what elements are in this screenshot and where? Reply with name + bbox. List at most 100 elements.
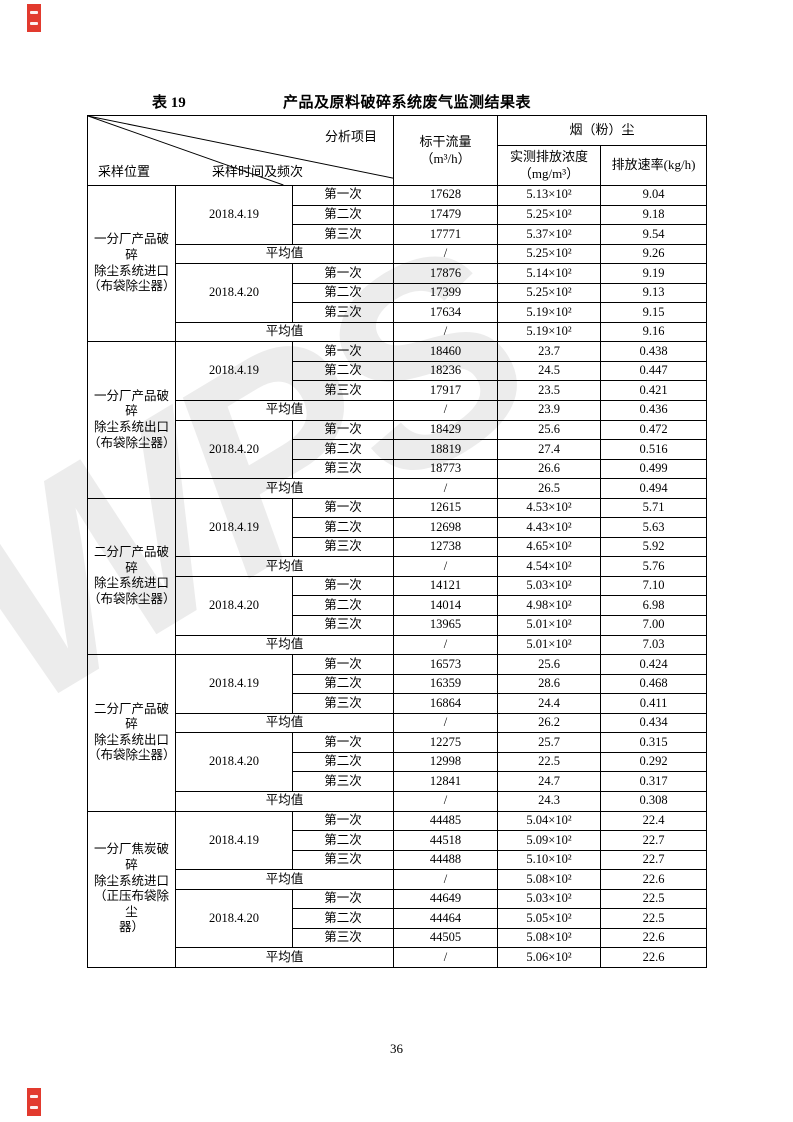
flow-value-cell: 17771	[393, 224, 499, 245]
average-row: 平均值/5.19×10² 9.16	[88, 321, 708, 343]
table-row: 第二次 17479 5.25×10² 9.18	[88, 204, 708, 226]
flow-value-cell: /	[393, 243, 499, 265]
concentration-value-cell: 5.10×10²	[497, 849, 602, 871]
flow-value-cell: 17876	[393, 263, 499, 284]
average-row: 平均值/5.25×10² 9.26	[88, 243, 708, 265]
date-cell: 2018.4.20	[175, 419, 293, 480]
average-label-cell: 平均值	[174, 790, 395, 812]
average-row: 平均值/26.2 0.434	[88, 712, 708, 734]
concentration-value-cell: 5.25×10²	[497, 204, 602, 226]
date-cell: 2018.4.20	[175, 732, 293, 792]
location-cell: 一分厂产品破碎 除尘系统出口 （布袋除尘器）	[87, 341, 176, 499]
flow-value-cell: /	[393, 790, 499, 812]
concentration-value-cell: 5.25×10²	[497, 243, 602, 265]
concentration-value-cell: 24.7	[497, 771, 602, 792]
date-cell: 2018.4.20	[175, 888, 293, 949]
rate-value-cell: 0.421	[600, 380, 708, 402]
measurement-label-cell: 第二次	[291, 751, 395, 773]
average-label-cell: 平均值	[174, 869, 395, 890]
concentration-value-cell: 5.01×10²	[497, 615, 602, 636]
table-row: 第二次 18236 24.5 0.447	[88, 360, 708, 382]
rate-value-cell: 22.4	[600, 810, 708, 832]
rate-column-header: 排放速率(kg/h)	[600, 145, 708, 186]
measurement-label-cell: 第一次	[291, 888, 395, 910]
table-title: 产品及原料破碎系统废气监测结果表	[282, 95, 532, 111]
average-label-cell: 平均值	[174, 712, 395, 734]
flow-value-cell: 44518	[393, 830, 499, 851]
flow-value-cell: /	[393, 556, 499, 577]
rate-value-cell: 9.04	[600, 185, 708, 206]
measurement-label-cell: 第三次	[291, 693, 395, 714]
measurement-label-cell: 第三次	[291, 458, 395, 480]
rate-value-cell: 0.411	[600, 693, 708, 714]
page-number: 36	[390, 1041, 403, 1056]
average-label-cell: 平均值	[174, 634, 395, 656]
rate-value-cell: 0.308	[600, 790, 708, 812]
flow-value-cell: 12615	[393, 497, 499, 519]
table-caption-row: 表 19 产品及原料破碎系统废气监测结果表	[0, 91, 793, 111]
measurement-label-cell: 第三次	[291, 927, 395, 949]
flow-value-cell: 17479	[393, 204, 499, 226]
average-row: 平均值/5.08×10² 22.6	[88, 869, 708, 890]
rate-value-cell: 0.434	[600, 712, 708, 734]
flow-value-cell: 18773	[393, 458, 499, 480]
flow-value-cell: 17628	[393, 185, 499, 206]
average-label-cell: 平均值	[174, 478, 395, 499]
location-cell: 一分厂焦炭破碎 除尘系统进口 （正压布袋除尘 器）	[87, 810, 176, 968]
rate-value-cell: 0.438	[600, 341, 708, 362]
concentration-value-cell: 5.19×10²	[497, 321, 602, 343]
rate-value-cell: 22.6	[600, 947, 708, 968]
rate-value-cell: 0.494	[600, 478, 708, 499]
diagonal-corner-cell: 分析项目 采样时间及频次 采样位置	[86, 115, 395, 186]
concentration-value-cell: 5.08×10²	[497, 927, 602, 949]
average-label-cell: 平均值	[174, 556, 395, 577]
measurement-label-cell: 第一次	[291, 497, 395, 519]
table-row: 一分厂产品破碎 除尘系统出口 （布袋除尘器） 2018.4.19 第一次 18460 2…	[87, 341, 708, 499]
measurement-label-cell: 第三次	[291, 380, 395, 402]
rate-value-cell: 7.10	[600, 575, 708, 597]
measurement-label-cell: 第二次	[291, 517, 395, 538]
concentration-value-cell: 4.98×10²	[497, 595, 602, 617]
rate-value-cell: 9.16	[600, 321, 708, 343]
rate-value-cell: 9.19	[600, 263, 708, 284]
average-label-cell: 平均值	[174, 243, 395, 265]
concentration-value-cell: 26.5	[497, 478, 602, 499]
flow-value-cell: /	[393, 321, 499, 343]
concentration-value-cell: 22.5	[497, 751, 602, 773]
measurement-label-cell: 第二次	[291, 830, 395, 851]
flow-value-cell: 17634	[393, 302, 499, 323]
location-cell: 一分厂产品破碎 除尘系统进口 （布袋除尘器）	[87, 184, 176, 343]
rate-value-cell: 0.436	[600, 400, 708, 421]
measurement-label-cell: 第三次	[291, 536, 395, 558]
concentration-value-cell: 5.19×10²	[497, 302, 602, 323]
rate-value-cell: 22.7	[600, 830, 708, 851]
rate-value-cell: 22.5	[600, 888, 708, 910]
rate-value-cell: 0.516	[600, 439, 708, 460]
rate-value-cell: 9.18	[600, 204, 708, 226]
flow-value-cell: /	[393, 634, 499, 656]
measurement-label-cell: 第三次	[291, 615, 395, 636]
table-header: 分析项目 采样时间及频次 采样位置 标干流量 （m³/h） 烟（粉）尘 实测排放…	[86, 115, 708, 186]
rate-value-cell: 0.315	[600, 732, 708, 753]
measurement-label-cell: 第一次	[291, 575, 395, 597]
concentration-value-cell: 5.25×10²	[497, 282, 602, 304]
rate-value-cell: 22.5	[600, 908, 708, 929]
rate-value-cell: 0.447	[600, 360, 708, 382]
flow-value-cell: 14014	[393, 595, 499, 617]
flow-value-cell: 44488	[393, 849, 499, 871]
concentration-value-cell: 5.37×10²	[497, 224, 602, 245]
measurement-label-cell: 第一次	[291, 732, 395, 753]
rate-value-cell: 5.92	[600, 536, 708, 558]
table-row: 2018.4.20 第一次 44649 5.03×10² 22.5	[88, 888, 708, 949]
concentration-value-cell: 26.2	[497, 712, 602, 734]
concentration-value-cell: 5.06×10²	[497, 947, 602, 968]
concentration-value-cell: 4.54×10²	[497, 556, 602, 577]
concentration-value-cell: 26.6	[497, 458, 602, 480]
rate-value-cell: 9.15	[600, 302, 708, 323]
table-row: 二分厂产品破碎 除尘系统出口 （布袋除尘器） 2018.4.19 第一次 16573 2…	[87, 654, 708, 812]
concentration-value-cell: 5.09×10²	[497, 830, 602, 851]
flow-value-cell: 44505	[393, 927, 499, 949]
concentration-value-cell: 5.01×10²	[497, 634, 602, 656]
table-row: 第三次 17917 23.5 0.421	[88, 380, 708, 402]
measurement-label-cell: 第二次	[291, 204, 395, 226]
